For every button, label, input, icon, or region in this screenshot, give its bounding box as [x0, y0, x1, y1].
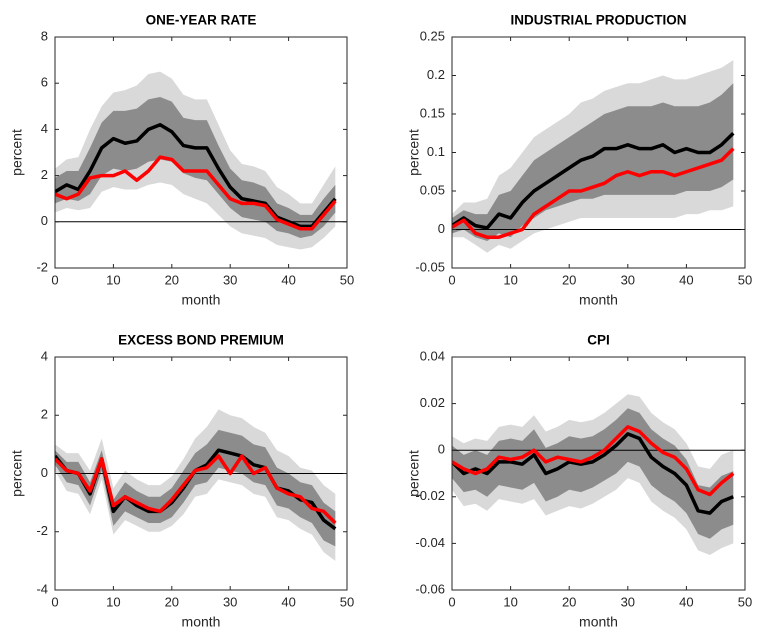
- y-axis-label: percent: [9, 129, 25, 176]
- x-axis-label: month: [182, 614, 221, 630]
- x-axis-label: month: [182, 292, 221, 308]
- y-tick-label: -0.02: [415, 488, 445, 503]
- x-tick-label: 40: [281, 594, 295, 609]
- x-tick-label: 0: [448, 594, 455, 609]
- x-tick-label: 50: [738, 272, 752, 287]
- y-tick-label: 0.02: [420, 395, 445, 410]
- confidence-band: [55, 429, 336, 547]
- y-tick-label: -4: [36, 581, 48, 596]
- x-tick-label: 30: [223, 272, 237, 287]
- x-tick-label: 30: [621, 594, 635, 609]
- x-tick-label: 20: [165, 594, 179, 609]
- plot-area: [452, 394, 745, 556]
- y-tick-label: 4: [41, 348, 48, 363]
- y-tick-label: 0: [41, 213, 48, 228]
- x-tick-label: 40: [281, 272, 295, 287]
- x-axis-label: month: [579, 292, 618, 308]
- y-tick-label: 0: [438, 221, 445, 236]
- series-line: [55, 155, 337, 231]
- series-line: [452, 132, 735, 230]
- x-tick-label: 10: [503, 272, 517, 287]
- plot-area: [55, 409, 347, 561]
- confidence-band: [452, 408, 734, 539]
- x-tick-label: 20: [165, 272, 179, 287]
- y-tick-label: -2: [36, 259, 48, 274]
- y-tick-label: -0.05: [415, 259, 445, 274]
- series-line: [452, 432, 734, 515]
- y-tick-label: 0.2: [427, 67, 445, 82]
- chart-title: INDUSTRIAL PRODUCTION: [510, 13, 686, 28]
- y-tick-label: 0: [41, 465, 48, 480]
- x-tick-label: 10: [503, 594, 517, 609]
- x-tick-label: 10: [106, 272, 120, 287]
- y-tick-label: 0.15: [420, 105, 445, 120]
- series-line: [452, 425, 735, 497]
- plot-area: [55, 71, 347, 250]
- x-tick-label: 10: [106, 594, 120, 609]
- chart-title: CPI: [587, 333, 610, 348]
- y-tick-label: 2: [41, 167, 48, 182]
- y-tick-label: 0.1: [427, 144, 445, 159]
- chart-title: EXCESS BOND PREMIUM: [118, 333, 284, 348]
- x-tick-label: 50: [340, 272, 354, 287]
- y-tick-label: 6: [41, 75, 48, 90]
- x-tick-label: 30: [621, 272, 635, 287]
- y-tick-label: 8: [41, 28, 48, 43]
- y-axis-label: percent: [9, 450, 25, 497]
- x-tick-label: 0: [51, 272, 58, 287]
- x-tick-label: 20: [562, 594, 576, 609]
- y-tick-label: 0.04: [420, 348, 445, 363]
- plot-area: [452, 60, 745, 253]
- x-tick-label: 30: [223, 594, 237, 609]
- x-tick-label: 50: [340, 594, 354, 609]
- y-tick-label: 0.05: [420, 182, 445, 197]
- y-tick-label: -0.04: [415, 535, 445, 550]
- y-tick-label: 4: [41, 121, 48, 136]
- x-tick-label: 40: [679, 272, 693, 287]
- x-axis-label: month: [579, 614, 618, 630]
- x-tick-label: 40: [679, 594, 693, 609]
- axes-frame: [54, 36, 348, 269]
- axes-frame: [451, 356, 746, 591]
- y-tick-label: 0: [438, 442, 445, 457]
- series-line: [452, 147, 735, 239]
- x-tick-label: 50: [738, 594, 752, 609]
- y-axis-label: percent: [406, 450, 422, 497]
- chart-title: ONE-YEAR RATE: [146, 13, 257, 28]
- y-tick-label: 2: [41, 407, 48, 422]
- y-tick-label: -2: [36, 523, 48, 538]
- series-line: [55, 454, 337, 525]
- series-line: [55, 123, 337, 229]
- x-tick-label: 0: [448, 272, 455, 287]
- y-axis-label: percent: [406, 129, 422, 176]
- x-tick-label: 0: [51, 594, 58, 609]
- y-tick-label: 0.25: [420, 28, 445, 43]
- y-tick-label: -0.06: [415, 581, 445, 596]
- x-tick-label: 20: [562, 272, 576, 287]
